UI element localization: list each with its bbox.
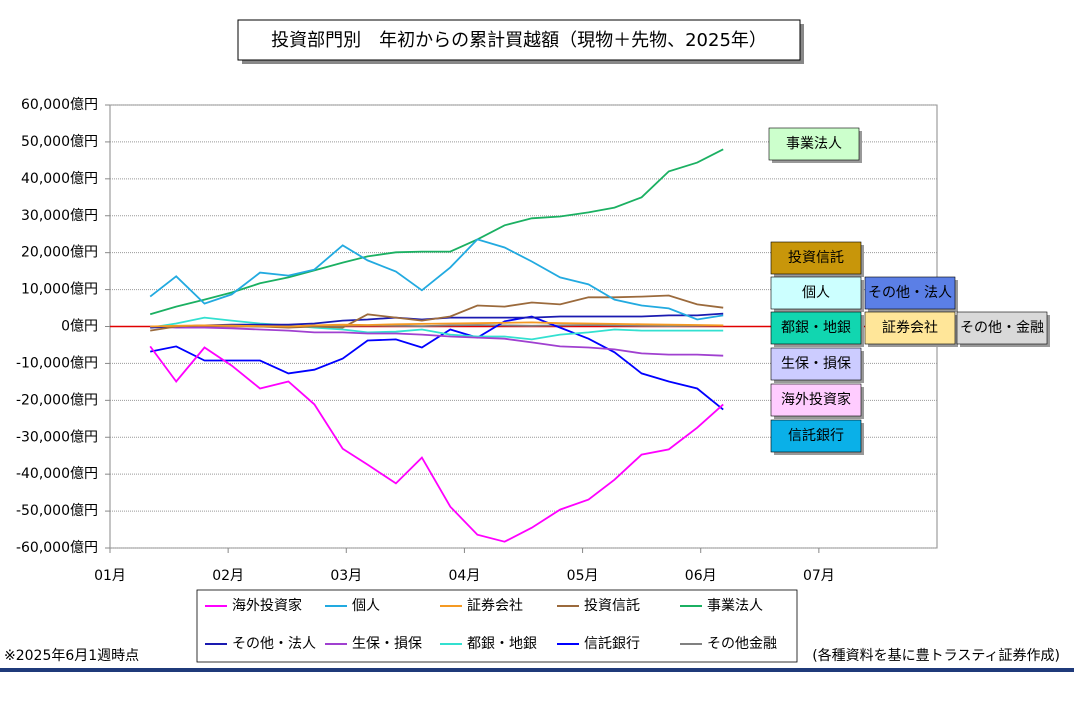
chart-title: 投資部門別 年初からの累計買越額（現物＋先物、2025年） [271,30,767,51]
annotation-box [770,241,862,275]
annotation-box [956,311,1048,345]
y-tick-label: 50,000億円 [21,134,98,150]
annotation-label: その他・法人 [868,285,952,301]
annotation-box [770,383,862,417]
annotation-box [770,419,862,453]
y-tick-label: -60,000億円 [16,540,98,556]
x-tick-label: 05月 [567,568,599,584]
annotation-box [770,276,862,310]
y-tick-label: 30,000億円 [21,208,98,224]
legend-label: 信託銀行 [584,636,640,652]
y-tick-label: 0億円 [61,319,98,335]
legend-label: 投資信託 [584,598,640,614]
y-tick-label: -50,000億円 [16,503,98,519]
y-tick-label: 20,000億円 [21,245,98,261]
annotation-label: 海外投資家 [781,391,851,408]
series-line [150,315,724,411]
series-line [149,345,724,543]
annotation-box [864,276,956,310]
legend-label: 生保・損保 [352,636,422,652]
legend-label: その他金融 [707,636,777,652]
annotation-label: 信託銀行 [788,428,844,444]
legend-label: その他・法人 [232,636,316,652]
x-tick-label: 07月 [803,568,835,584]
annotation-label: 個人 [802,285,830,301]
title-box [237,19,801,61]
annotation-box [768,127,860,161]
series-line [150,316,724,341]
annotation-box [770,311,862,345]
legend-box [196,589,798,663]
x-tick-label: 03月 [330,568,362,584]
annotation-box [770,347,862,381]
x-tick-label: 02月 [212,568,244,584]
source-note: (各種資料を基に豊トラスティ証券作成) [812,647,1060,664]
y-tick-label: 10,000億円 [21,282,98,298]
y-tick-label: -40,000億円 [16,466,98,482]
y-tick-label: -20,000億円 [16,392,98,408]
legend-label: 海外投資家 [232,597,302,614]
x-tick-label: 04月 [449,568,481,584]
legend-label: 個人 [352,598,380,614]
annotation-label: 証券会社 [882,320,938,336]
y-tick-label: 40,000億円 [21,171,98,187]
annotation-label: 都銀・地銀 [781,320,851,336]
series-line [149,238,724,321]
y-tick-label: 60,000億円 [21,97,98,113]
y-tick-label: -10,000億円 [16,355,98,371]
annotation-label: 生保・損保 [781,356,851,372]
annotation-label: 投資信託 [788,250,844,266]
x-tick-label: 01月 [94,568,126,584]
series-line [149,148,724,316]
y-tick-label: -30,000億円 [16,429,98,445]
legend-label: 証券会社 [467,598,523,614]
annotation-label: その他・金融 [960,320,1044,336]
legend-label: 都銀・地銀 [467,636,537,652]
legend-label: 事業法人 [707,598,763,614]
series-line [150,325,724,357]
annotation-box [864,311,956,345]
series-line [150,321,724,328]
annotation-label: 事業法人 [786,136,842,152]
footnote: ※2025年6月1週時点 [4,648,139,664]
x-tick-label: 06月 [685,568,717,584]
